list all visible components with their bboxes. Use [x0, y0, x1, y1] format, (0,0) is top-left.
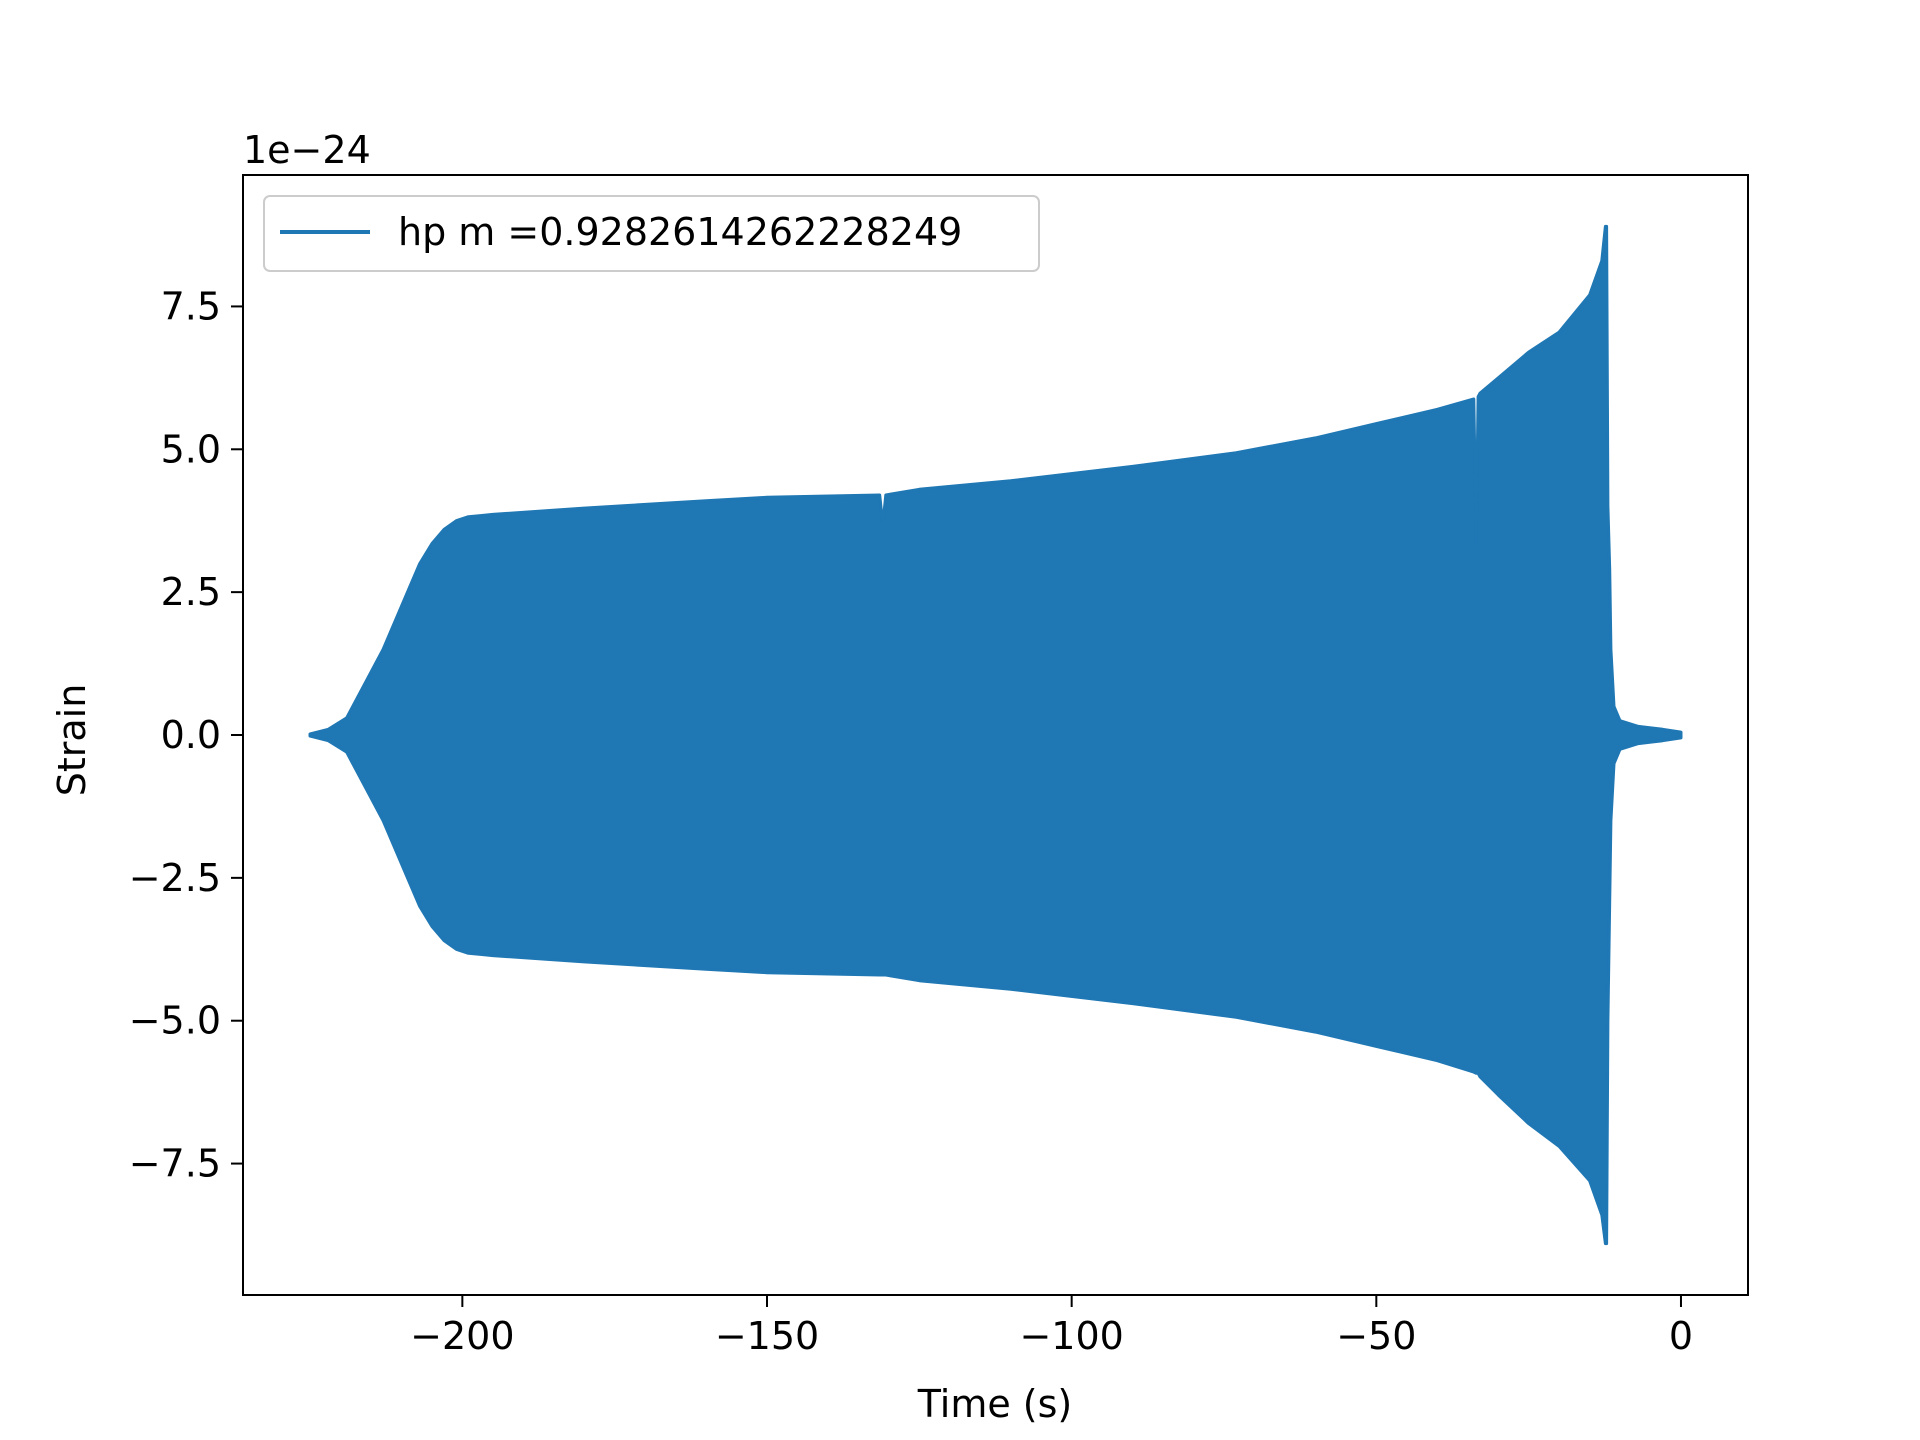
legend-entry-label: hp m =0.9282614262228249 — [398, 210, 962, 254]
x-axis-label: Time (s) — [917, 1382, 1073, 1426]
series-hp-waveform-area — [308, 224, 1683, 1246]
x-axis-ticks: −200 −150 −100 −50 0 — [410, 1295, 1693, 1358]
legend: hp m =0.9282614262228249 — [263, 195, 1040, 272]
y-tick-label: 2.5 — [161, 570, 221, 614]
x-tick-label: −150 — [715, 1314, 819, 1358]
x-tick-label: −50 — [1336, 1314, 1416, 1358]
x-tick-label: 0 — [1669, 1314, 1693, 1358]
y-offset-label: 1e−24 — [243, 128, 371, 172]
plot-area — [308, 224, 1683, 1246]
y-axis-label: Strain — [50, 684, 94, 797]
x-tick-label: −200 — [410, 1314, 514, 1358]
y-tick-label: −7.5 — [129, 1142, 221, 1186]
y-tick-label: −2.5 — [129, 856, 221, 900]
y-tick-label: 0.0 — [161, 713, 221, 757]
legend-box — [263, 195, 1040, 272]
y-axis-ticks: 7.5 5.0 2.5 0.0 −2.5 −5.0 −7.5 — [129, 284, 243, 1186]
y-tick-label: 7.5 — [161, 284, 221, 328]
y-tick-label: 5.0 — [161, 427, 221, 471]
y-tick-label: −5.0 — [129, 999, 221, 1043]
x-tick-label: −100 — [1019, 1314, 1123, 1358]
